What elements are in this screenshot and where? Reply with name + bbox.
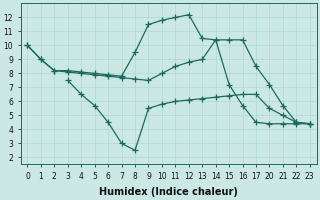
X-axis label: Humidex (Indice chaleur): Humidex (Indice chaleur) — [99, 187, 238, 197]
